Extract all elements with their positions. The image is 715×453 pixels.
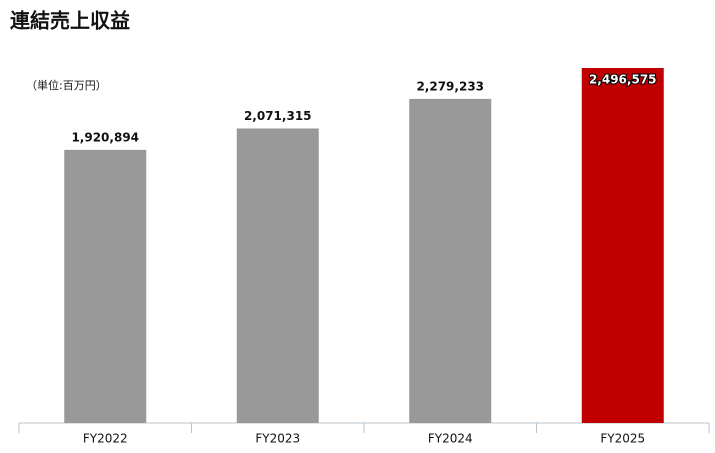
x-tick-label: FY2024 xyxy=(428,432,473,446)
bar xyxy=(409,98,492,423)
value-label: 2,071,315 xyxy=(244,109,312,123)
bar xyxy=(64,149,147,423)
value-label: 1,920,894 xyxy=(71,130,139,144)
x-tick-label: FY2025 xyxy=(600,432,645,446)
bar xyxy=(581,68,664,423)
chart-title: 連結売上収益 xyxy=(10,9,130,33)
x-tick-label: FY2023 xyxy=(255,432,300,446)
value-label: 2,496,575 xyxy=(589,73,657,87)
x-tick-label: FY2022 xyxy=(83,432,128,446)
bar xyxy=(236,128,319,423)
unit-label: （単位:百万円） xyxy=(26,78,107,92)
value-label: 2,279,233 xyxy=(416,79,484,93)
